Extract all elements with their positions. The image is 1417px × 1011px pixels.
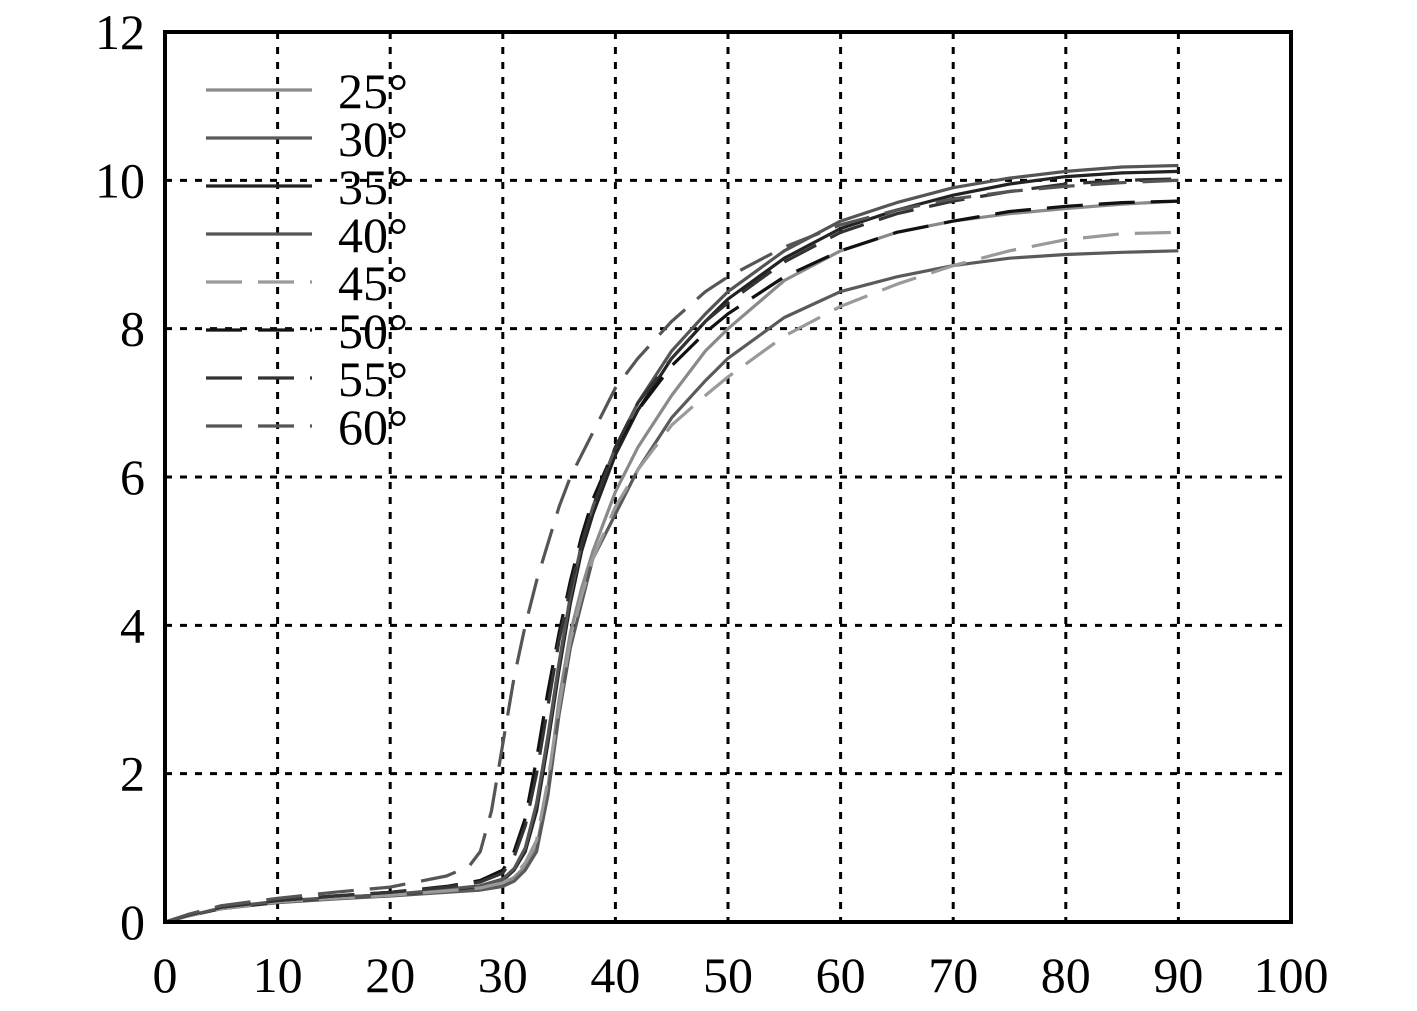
y-tick-label: 0 — [120, 894, 145, 950]
legend-label: 50° — [338, 303, 408, 359]
legend-label: 30° — [338, 111, 408, 167]
series-lines — [164, 163, 1179, 924]
x-tick-label: 100 — [1254, 947, 1329, 1003]
legend-label: 25° — [338, 63, 408, 119]
x-tick-label: 10 — [253, 947, 303, 1003]
series-line-7 — [164, 177, 1179, 924]
legend-label: 45° — [338, 255, 408, 311]
x-tick-label: 0 — [153, 947, 178, 1003]
x-tick-label: 20 — [365, 947, 415, 1003]
grid-lines — [165, 32, 1291, 922]
legend: 25°30°35°40°45°50°55°60° — [206, 63, 408, 455]
y-tick-label: 8 — [120, 301, 145, 357]
legend-label: 35° — [338, 159, 408, 215]
x-tick-label: 80 — [1041, 947, 1091, 1003]
y-tick-label: 4 — [120, 597, 145, 653]
legend-label: 55° — [338, 351, 408, 407]
plot-frame — [163, 30, 1293, 924]
x-tick-label: 90 — [1153, 947, 1203, 1003]
y-tick-label: 6 — [120, 449, 145, 505]
x-tick-label: 40 — [590, 947, 640, 1003]
y-tick-label: 12 — [95, 4, 145, 60]
series-line-6 — [164, 199, 1179, 924]
x-tick-label: 30 — [478, 947, 528, 1003]
x-tick-label: 70 — [928, 947, 978, 1003]
legend-label: 60° — [338, 399, 408, 455]
x-tick-label: 50 — [703, 947, 753, 1003]
y-tick-label: 10 — [95, 152, 145, 208]
legend-label: 40° — [338, 207, 408, 263]
tick-labels: 0 10 20 30 40 50 60 70 80 90 100 0 2 4 6 8 10 12 — [95, 4, 1329, 1003]
y-tick-label: 2 — [120, 746, 145, 802]
series-line-3 — [164, 169, 1179, 924]
series-line-8 — [164, 178, 1179, 924]
series-line-1 — [164, 199, 1179, 924]
x-tick-label: 60 — [816, 947, 866, 1003]
series-line-4 — [164, 163, 1179, 924]
series-line-5 — [164, 230, 1179, 924]
